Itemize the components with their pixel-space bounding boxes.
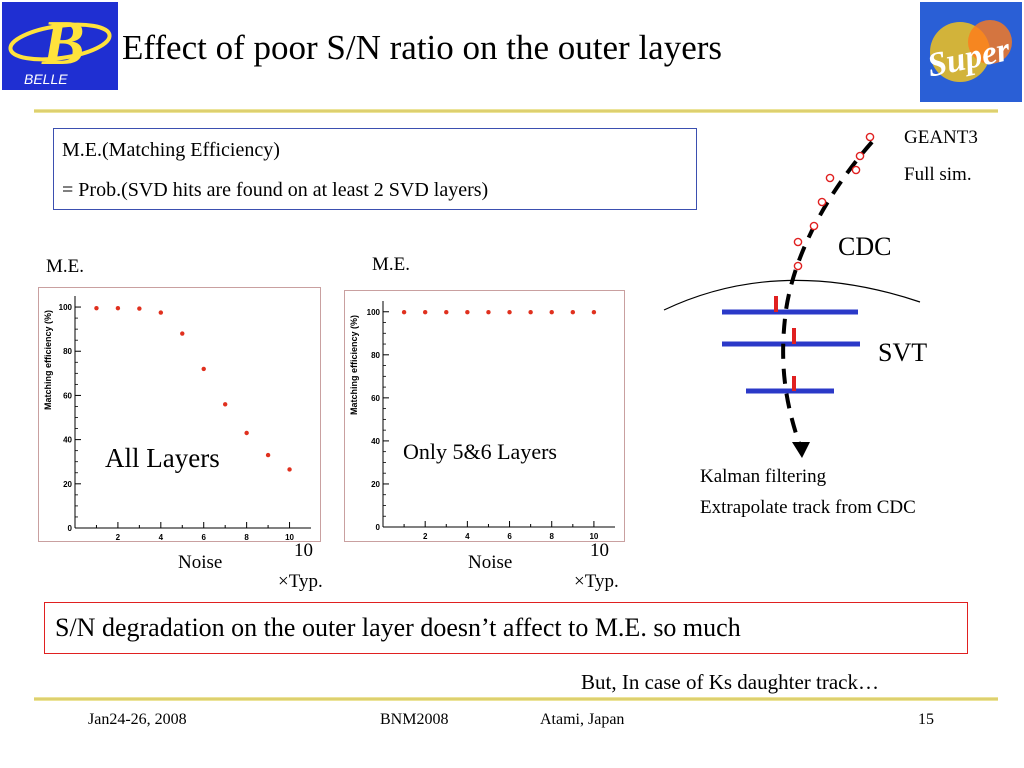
plot2-x-unit-top: 10 xyxy=(590,540,609,561)
x-tick-label: 4 xyxy=(465,532,470,541)
x-tick-label: 2 xyxy=(116,533,121,541)
fullsim-label: Full sim. xyxy=(904,164,972,185)
svg-text:B: B xyxy=(41,7,85,78)
belle-logo: B BELLE xyxy=(2,2,118,90)
y-tick-label: 80 xyxy=(371,351,380,360)
x-tick-label: 10 xyxy=(285,533,294,541)
cdc-hit xyxy=(855,151,865,161)
data-point xyxy=(115,305,121,311)
y-tick-label: 80 xyxy=(63,347,72,356)
conclusion-box: S/N degradation on the outer layer doesn… xyxy=(44,602,968,654)
y-tick-label: 40 xyxy=(63,436,72,445)
super-logo: Super xyxy=(920,2,1022,102)
cdc-hit xyxy=(793,261,803,271)
y-tick-label: 20 xyxy=(371,480,380,489)
cdc-hit xyxy=(793,237,803,247)
cdc-hit xyxy=(809,221,819,231)
y-tick-label: 100 xyxy=(367,308,381,317)
plot2-frame: Matching efficiency (%) 0 20 40 60 80 100 2 4 6 8… xyxy=(344,290,625,542)
data-point xyxy=(137,306,142,311)
data-point xyxy=(158,310,164,315)
cdc-hit xyxy=(817,197,827,207)
data-point xyxy=(422,309,428,315)
plot1-chart: 0 20 40 60 80 100 2 4 6 8 10 xyxy=(59,296,311,541)
plot2-overlay-label: Only 5&6 Layers xyxy=(403,439,557,464)
data-point xyxy=(444,309,449,315)
y-tick-label: 100 xyxy=(59,303,73,312)
plot1-x-unit-bottom: ×Typ. xyxy=(278,571,323,592)
extrapolate-label: Extrapolate track from CDC xyxy=(700,497,916,518)
data-point xyxy=(201,366,206,372)
x-tick-label: 6 xyxy=(202,533,207,541)
definition-line-1: M.E.(Matching Efficiency) xyxy=(62,139,280,161)
cdc-label: CDC xyxy=(838,232,892,261)
data-point xyxy=(507,309,512,315)
data-point xyxy=(265,452,271,458)
data-point xyxy=(94,305,99,311)
extrapolated-track xyxy=(781,140,874,447)
data-point xyxy=(401,309,407,315)
svg-text:BELLE: BELLE xyxy=(24,71,68,87)
plot1-frame: Matching efficiency (%) 0 20 40 60 80 100 2 4 6 8… xyxy=(38,287,321,542)
cdc-hit xyxy=(865,132,875,142)
footer-page-number: 15 xyxy=(918,711,934,728)
data-point xyxy=(486,309,491,315)
definition-box: M.E.(Matching Efficiency) = Prob.(SVD hi… xyxy=(53,128,697,210)
plot1-overlay-label: All Layers xyxy=(105,443,220,473)
cdc-boundary-arc xyxy=(663,279,921,311)
plot2-chart: 0 20 40 60 80 100 2 4 6 8 10 xyxy=(367,301,615,541)
super-logo-graphic: Super xyxy=(920,2,1022,102)
data-point xyxy=(528,309,533,315)
track-arrow-head xyxy=(792,442,810,458)
geant-label: GEANT3 xyxy=(904,127,978,148)
svt-label: SVT xyxy=(878,338,928,367)
x-tick-label: 10 xyxy=(589,532,598,541)
y-tick-label: 40 xyxy=(371,437,380,446)
x-tick-label: 4 xyxy=(159,533,164,541)
plot2-x-unit-bottom: ×Typ. xyxy=(574,571,619,592)
data-point xyxy=(222,402,228,407)
plot1-x-unit-top: 10 xyxy=(294,540,313,561)
belle-logo-graphic: B BELLE xyxy=(2,2,118,90)
y-tick-label: 0 xyxy=(376,523,381,532)
cdc-hits xyxy=(793,132,875,271)
data-point xyxy=(465,309,470,315)
x-tick-label: 8 xyxy=(550,532,555,541)
y-tick-label: 20 xyxy=(63,480,72,489)
cdc-hit xyxy=(825,173,835,183)
plot1-x-label: Noise xyxy=(178,552,223,573)
data-point xyxy=(570,309,576,315)
plot2-me-label: M.E. xyxy=(372,254,410,275)
x-tick-label: 2 xyxy=(423,532,428,541)
data-point xyxy=(244,430,249,436)
y-tick-label: 60 xyxy=(371,394,380,403)
footer-date: Jan24-26, 2008 xyxy=(88,711,187,728)
cdc-hit xyxy=(851,165,861,175)
y-tick-label: 0 xyxy=(68,524,73,533)
x-tick-label: 8 xyxy=(244,533,249,541)
y-tick-label: 60 xyxy=(63,391,72,400)
data-point xyxy=(287,467,292,472)
slide-title: Effect of poor S/N ratio on the outer la… xyxy=(122,28,723,67)
detector-diagram xyxy=(663,132,921,458)
note-text: But, In case of Ks daughter track… xyxy=(581,670,879,694)
x-tick-label: 6 xyxy=(507,532,512,541)
kalman-label: Kalman filtering xyxy=(700,466,827,487)
data-point xyxy=(180,331,185,336)
data-point xyxy=(549,309,554,315)
top-divider xyxy=(34,109,998,113)
bottom-divider xyxy=(34,697,998,701)
data-point xyxy=(591,309,597,315)
definition-line-2: = Prob.(SVD hits are found on at least 2… xyxy=(62,179,489,201)
footer-place: Atami, Japan xyxy=(540,711,625,728)
footer-conference: BNM2008 xyxy=(380,711,449,728)
plot2-x-label: Noise xyxy=(468,552,513,573)
conclusion-text: S/N degradation on the outer layer doesn… xyxy=(55,613,741,642)
plot1-me-label: M.E. xyxy=(46,256,84,277)
